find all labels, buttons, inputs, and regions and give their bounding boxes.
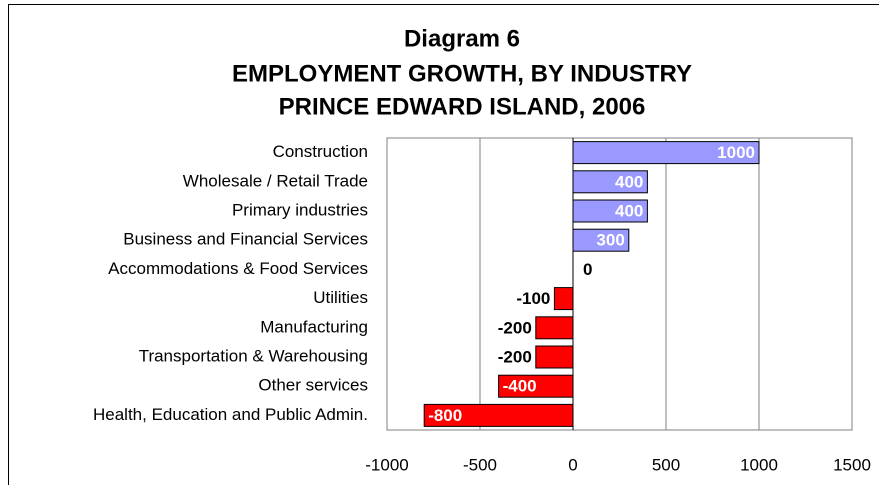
y-tick-label: Business and Financial Services	[123, 230, 368, 249]
data-label: 0	[583, 260, 592, 279]
x-tick-label: -500	[463, 455, 497, 474]
x-tick-label: 1000	[740, 455, 778, 474]
y-tick-label: Utilities	[313, 288, 368, 307]
bar	[553, 287, 574, 311]
y-tick-label: Manufacturing	[260, 317, 368, 336]
chart-title: Diagram 6	[404, 25, 520, 52]
data-label: 1000	[717, 143, 755, 162]
x-tick-label: 0	[568, 455, 577, 474]
chart-title: PRINCE EDWARD ISLAND, 2006	[279, 93, 646, 120]
bar	[535, 316, 574, 340]
data-label: -400	[503, 377, 537, 396]
y-tick-label: Health, Education and Public Admin.	[93, 405, 368, 424]
data-label: 400	[615, 172, 643, 191]
y-tick-label: Wholesale / Retail Trade	[183, 171, 368, 190]
x-tick-label: -1000	[365, 455, 408, 474]
y-tick-label: Primary industries	[232, 200, 368, 219]
data-label: 400	[615, 201, 643, 220]
y-tick-label: Construction	[273, 142, 368, 161]
x-tick-label: 1500	[833, 455, 871, 474]
data-label: 300	[596, 231, 624, 250]
data-label: -200	[498, 318, 532, 337]
data-label: -200	[498, 347, 532, 366]
bar	[535, 345, 574, 369]
chart-title: EMPLOYMENT GROWTH, BY INDUSTRY	[232, 60, 692, 87]
data-label: -100	[516, 289, 550, 308]
data-label: -800	[428, 406, 462, 425]
y-tick-label: Accommodations & Food Services	[108, 259, 368, 278]
y-tick-label: Transportation & Warehousing	[139, 346, 368, 365]
x-tick-label: 500	[652, 455, 680, 474]
y-tick-label: Other services	[258, 376, 368, 395]
